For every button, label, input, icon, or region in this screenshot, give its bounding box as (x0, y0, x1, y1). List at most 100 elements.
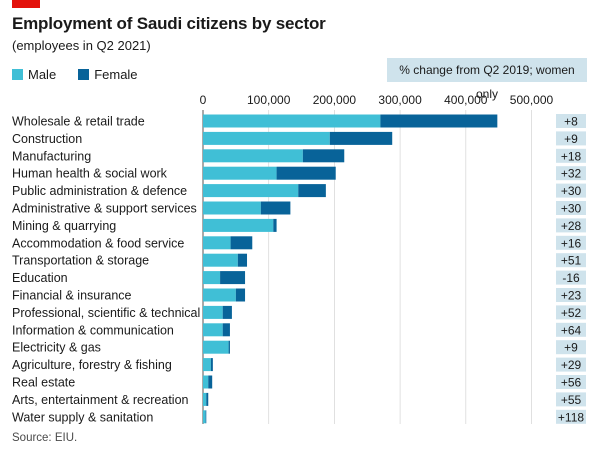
pct-change-value: +52 (561, 306, 582, 320)
pct-change-value: +9 (564, 132, 578, 146)
category-label: Electricity & gas (12, 341, 101, 355)
pct-change-box (556, 340, 586, 355)
category-label: Information & communication (12, 323, 174, 337)
category-label: Professional, scientific & technical (12, 306, 200, 320)
bar-female (205, 410, 207, 424)
pct-change-box (556, 201, 586, 215)
category-label: Human health & social work (12, 167, 168, 181)
legend-label-female: Female (94, 67, 138, 82)
pct-change-value: +9 (564, 341, 578, 355)
pct-change-value: +28 (561, 219, 582, 233)
pct-change-box (556, 305, 586, 320)
pct-change-box (556, 131, 586, 146)
pct-change-box (556, 114, 586, 128)
bar-female (273, 218, 277, 232)
category-label: Administrative & support services (12, 202, 197, 216)
x-tick-label: 100,000 (247, 93, 291, 107)
bar-male (203, 131, 330, 145)
pct-change-box (556, 148, 586, 163)
bar-male (203, 288, 236, 302)
pct-change-box (556, 218, 586, 233)
bar-male (203, 253, 238, 267)
bar-male (203, 392, 207, 406)
category-label: Agriculture, forestry & fishing (12, 358, 172, 372)
brand-red-bar (12, 0, 40, 8)
pct-change-value: +16 (561, 236, 582, 250)
chart-title: Employment of Saudi citizens by sector (12, 14, 326, 33)
pct-change-value: +30 (561, 202, 582, 216)
legend-swatch-female (78, 69, 90, 80)
bar-male (203, 149, 303, 163)
pct-change-value: +18 (561, 149, 582, 163)
pct-change-value: +55 (561, 393, 582, 407)
pct-change-box (556, 357, 586, 372)
bar-female (298, 184, 326, 198)
bar-female (228, 340, 230, 354)
pct-change-box (556, 288, 586, 302)
category-label: Manufacturing (12, 149, 91, 163)
bar-male (203, 114, 381, 128)
pct-change-value: +118 (558, 410, 584, 424)
bar-female (222, 323, 230, 337)
bar-female (380, 114, 498, 128)
bar-female (222, 305, 232, 319)
bar-male (203, 201, 261, 215)
bar-female (237, 253, 248, 267)
bar-female (276, 166, 336, 180)
bar-male (203, 375, 209, 389)
chart-subtitle: (employees in Q2 2021) (12, 38, 151, 53)
pct-change-value: +32 (561, 167, 582, 181)
bar-female (235, 288, 246, 302)
bar-male (203, 410, 206, 424)
bar-male (203, 305, 223, 319)
bar-male (203, 236, 231, 250)
pct-change-value: +51 (561, 254, 582, 268)
pct-change-value: +56 (561, 376, 582, 390)
pct-change-value: +64 (561, 323, 582, 337)
bar-female (206, 392, 209, 406)
category-label: Water supply & sanitation (12, 410, 153, 424)
pct-change-box (556, 235, 586, 250)
x-tick-label: 500,000 (510, 93, 554, 107)
pct-change-value: -16 (562, 271, 580, 285)
category-label: Financial & insurance (12, 289, 132, 303)
category-label: Transportation & storage (12, 254, 149, 268)
bar-male (203, 184, 299, 198)
pct-change-header: % change from Q2 2019; women only (387, 58, 587, 101)
category-label: Real estate (12, 376, 75, 390)
bar-male (203, 340, 229, 354)
bar-female (230, 236, 253, 250)
pct-change-value: +29 (561, 358, 582, 372)
pct-change-box (556, 253, 586, 268)
legend-item-male: Male (12, 67, 56, 82)
bar-male (203, 166, 277, 180)
pct-change-box (556, 375, 586, 389)
bar-female (329, 131, 393, 145)
pct-change-box (556, 183, 586, 198)
pct-change-box (556, 322, 586, 337)
pct-change-box (556, 409, 586, 424)
category-label: Mining & quarrying (12, 219, 116, 233)
pct-change-value: +8 (564, 115, 578, 129)
bar-female (208, 375, 213, 389)
category-label: Education (12, 271, 68, 285)
pct-change-box (556, 392, 586, 407)
pct-change-value: +23 (561, 289, 582, 303)
x-tick-label: 400,000 (444, 93, 488, 107)
legend: Male Female (12, 67, 160, 82)
bar-female (260, 201, 291, 215)
legend-swatch-male (12, 69, 23, 80)
pct-change-value: +30 (561, 184, 582, 198)
legend-item-female: Female (78, 67, 138, 82)
bar-male (203, 358, 211, 372)
category-label: Public administration & defence (12, 184, 187, 198)
x-tick-label: 300,000 (378, 93, 422, 107)
bar-female (302, 149, 345, 163)
category-label: Wholesale & retail trade (12, 115, 145, 129)
legend-label-male: Male (28, 67, 57, 82)
bar-male (203, 323, 223, 337)
pct-change-box (556, 270, 586, 285)
category-label: Arts, entertainment & recreation (12, 393, 189, 407)
x-tick-label: 0 (200, 93, 207, 107)
